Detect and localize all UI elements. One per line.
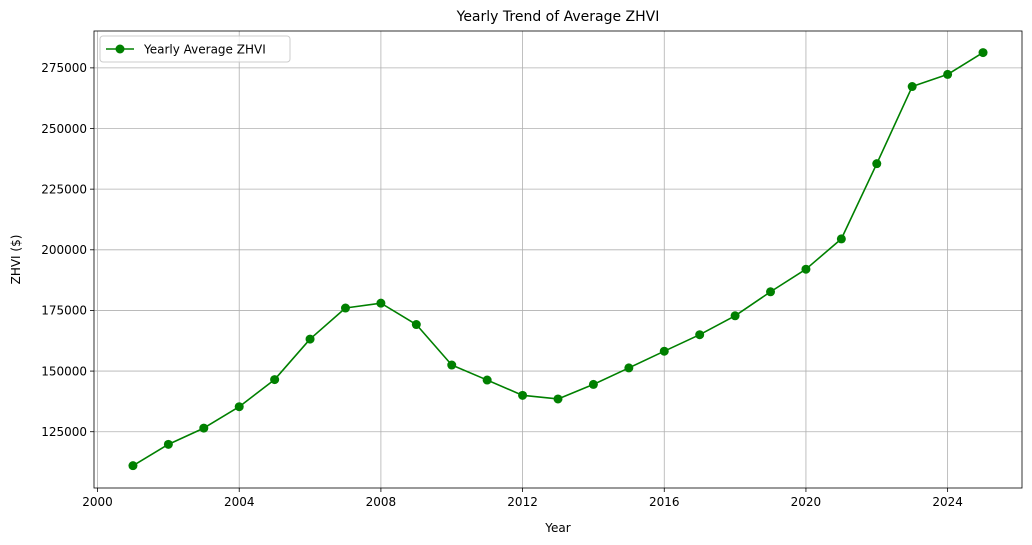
data-point xyxy=(943,69,953,79)
y-tick-label: 200000 xyxy=(41,243,87,257)
y-axis-label: ZHVI ($) xyxy=(9,235,23,285)
data-point xyxy=(588,379,598,389)
x-axis-label: Year xyxy=(544,521,570,535)
y-tick-label: 125000 xyxy=(41,425,87,439)
legend-box xyxy=(99,35,291,63)
data-point xyxy=(553,394,563,404)
data-point xyxy=(199,423,209,433)
legend: Yearly Average ZHVI xyxy=(99,35,291,63)
x-tick-label: 2024 xyxy=(932,495,963,509)
data-point xyxy=(340,303,350,313)
x-axis-ticks: 2000 2004 2008 2012 2016 2020 2024 xyxy=(82,488,963,509)
y-axis-ticks: 125000 150000 175000 200000 225000 250000 2750… xyxy=(41,61,94,439)
data-point xyxy=(766,287,776,297)
data-point xyxy=(482,375,492,385)
grid-lines xyxy=(94,31,1022,488)
data-point xyxy=(411,320,421,330)
data-point xyxy=(305,334,315,344)
data-point xyxy=(447,360,457,370)
x-tick-label: 2000 xyxy=(82,495,113,509)
data-point xyxy=(234,402,244,412)
data-point xyxy=(128,461,138,471)
chart-title: Yearly Trend of Average ZHVI xyxy=(456,9,660,25)
legend-marker-swatch xyxy=(115,44,125,54)
plot-area xyxy=(94,31,1022,488)
data-point xyxy=(801,264,811,274)
y-tick-label: 225000 xyxy=(41,182,87,196)
x-tick-label: 2020 xyxy=(791,495,822,509)
data-point xyxy=(624,363,634,373)
x-tick-label: 2008 xyxy=(366,495,397,509)
data-point xyxy=(978,48,988,58)
x-tick-label: 2012 xyxy=(507,495,538,509)
data-point xyxy=(695,330,705,340)
y-tick-label: 175000 xyxy=(41,304,87,318)
data-point xyxy=(836,234,846,244)
data-point xyxy=(659,346,669,356)
series-layer xyxy=(128,48,988,471)
data-point xyxy=(376,298,386,308)
y-tick-label: 250000 xyxy=(41,122,87,136)
data-point xyxy=(270,375,280,385)
x-tick-label: 2004 xyxy=(224,495,255,509)
data-point xyxy=(518,390,528,400)
x-tick-label: 2016 xyxy=(649,495,680,509)
data-point xyxy=(163,439,173,449)
legend-label: Yearly Average ZHVI xyxy=(143,43,266,57)
data-point xyxy=(872,159,882,169)
y-tick-label: 275000 xyxy=(41,61,87,75)
y-tick-label: 150000 xyxy=(41,364,87,378)
data-point xyxy=(907,82,917,92)
data-point xyxy=(730,311,740,321)
plot-frame xyxy=(93,30,1023,489)
